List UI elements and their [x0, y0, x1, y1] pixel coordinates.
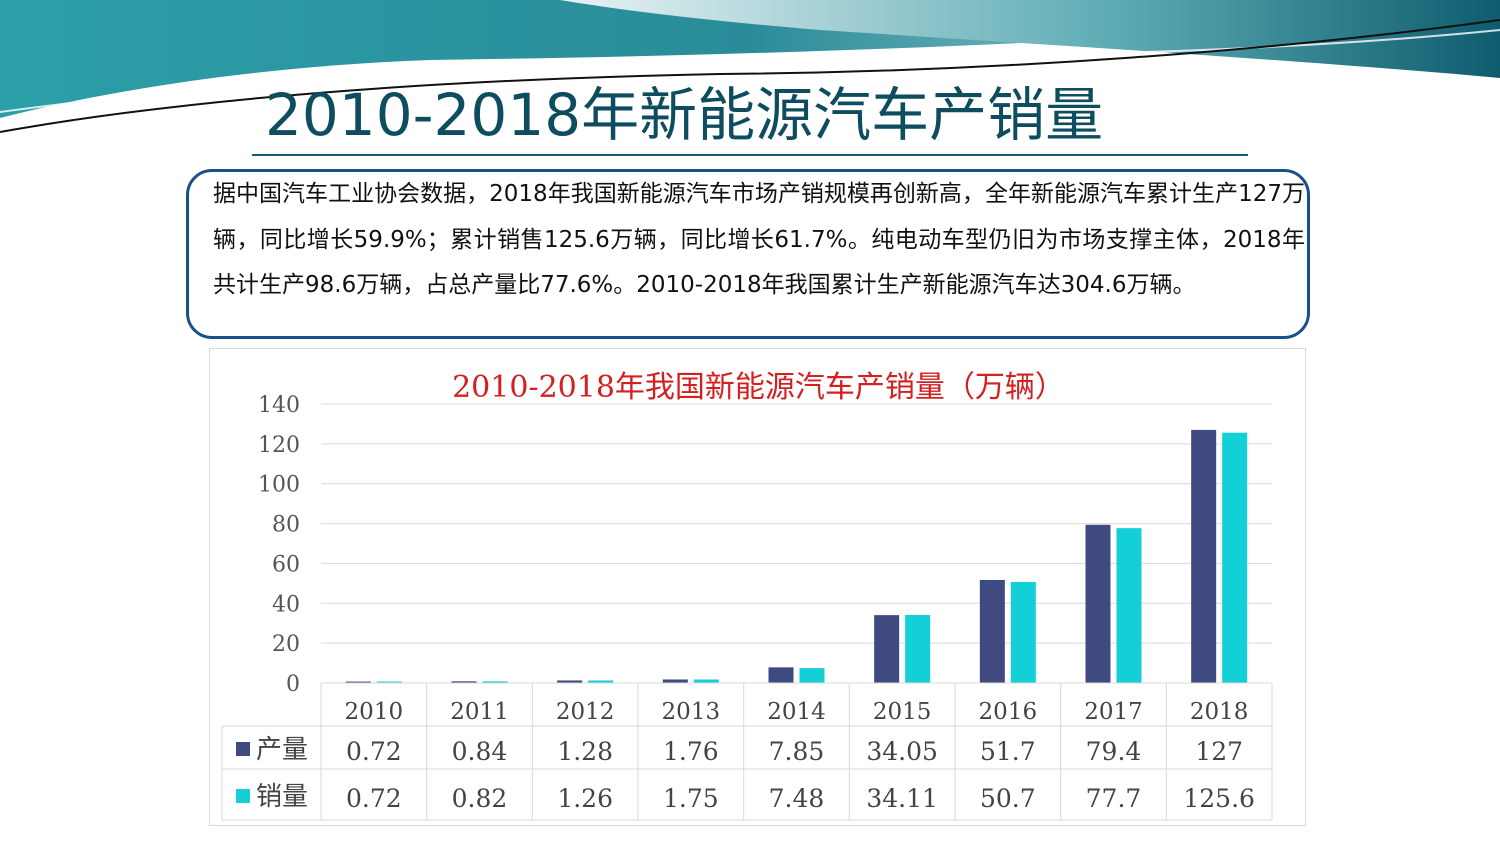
- data-label-销量-2015: 34.11: [866, 784, 938, 813]
- data-label-产量-2012: 1.28: [557, 737, 613, 766]
- description-text: 据中国汽车工业协会数据，2018年我国新能源汽车市场产销规模再创新高，全年新能源…: [213, 181, 1305, 298]
- y-tick-label: 0: [286, 672, 300, 697]
- data-label-产量-2017: 79.4: [1086, 737, 1142, 766]
- bar-产量-2015: [874, 615, 900, 683]
- data-label-销量-2014: 7.48: [769, 784, 825, 813]
- bar-销量-2018: [1222, 432, 1248, 683]
- description-box: [186, 169, 1310, 339]
- bar-产量-2016: [979, 579, 1005, 683]
- data-label-产量-2013: 1.76: [663, 737, 719, 766]
- bar-产量-2014: [768, 667, 794, 683]
- data-label-销量-2011: 0.82: [452, 784, 508, 813]
- bar-销量-2016: [1010, 581, 1036, 683]
- legend-swatch-产量: [236, 742, 250, 756]
- x-category-label: 2010: [345, 699, 404, 725]
- chart-frame: 2010-2018年我国新能源汽车产销量（万辆） 0 20 40 60 80 100 120 1…: [209, 348, 1306, 826]
- y-tick-label: 100: [258, 473, 300, 498]
- title-underline: [252, 154, 1248, 156]
- data-label-产量-2018: 127: [1195, 737, 1243, 766]
- bar-chart: 2010-2018年我国新能源汽车产销量（万辆） 0 20 40 60 80 100 120 1…: [221, 370, 1273, 821]
- data-label-销量-2012: 1.26: [557, 784, 613, 813]
- legend-label-销量: 销量: [256, 782, 308, 812]
- bar-产量-2013: [662, 679, 688, 683]
- y-tick-label: 40: [272, 592, 300, 617]
- x-category-label: 2016: [979, 699, 1038, 725]
- bar-产量-2012: [557, 680, 583, 683]
- bar-销量-2011: [482, 681, 508, 683]
- x-category-label: 2017: [1084, 699, 1143, 725]
- bar-销量-2010: [376, 681, 402, 683]
- bar-销量-2013: [693, 679, 719, 683]
- wave-line: [0, 19, 1500, 133]
- x-category-label: 2011: [450, 699, 509, 725]
- data-label-销量-2016: 50.7: [980, 784, 1036, 813]
- bar-产量-2011: [451, 681, 477, 683]
- data-label-产量-2015: 34.05: [866, 737, 938, 766]
- x-category-label: 2014: [767, 699, 826, 725]
- y-tick-label: 120: [258, 433, 300, 458]
- data-label-产量-2016: 51.7: [980, 737, 1036, 766]
- y-tick-label: 20: [272, 632, 300, 657]
- bar-销量-2012: [588, 680, 614, 683]
- bar-产量-2018: [1191, 429, 1217, 683]
- chart-title: 2010-2018年我国新能源汽车产销量（万辆）: [452, 370, 1065, 405]
- bar-销量-2017: [1116, 528, 1142, 683]
- legend-label-产量: 产量: [256, 735, 308, 765]
- data-label-产量-2014: 7.85: [769, 737, 825, 766]
- wave-right: [560, 0, 1500, 78]
- legend-swatch-销量: [236, 789, 250, 803]
- data-label-销量-2017: 77.7: [1086, 784, 1142, 813]
- x-category-label: 2018: [1190, 699, 1249, 725]
- bar-产量-2010: [345, 681, 371, 683]
- bar-销量-2015: [905, 615, 931, 683]
- data-label-产量-2011: 0.84: [452, 737, 508, 766]
- y-tick-label: 140: [258, 393, 300, 418]
- x-category-label: 2012: [556, 699, 615, 725]
- slide-title: 2010-2018年新能源汽车产销量: [265, 81, 1104, 149]
- data-label-产量-2010: 0.72: [346, 737, 402, 766]
- bar-销量-2014: [799, 668, 825, 683]
- data-label-销量-2010: 0.72: [346, 784, 402, 813]
- x-category-label: 2015: [873, 699, 932, 725]
- decorative-wave-header: [0, 0, 1500, 133]
- data-label-销量-2018: 125.6: [1183, 784, 1255, 813]
- y-tick-label: 60: [272, 552, 300, 577]
- data-label-销量-2013: 1.75: [663, 784, 719, 813]
- bar-产量-2017: [1085, 524, 1111, 683]
- y-tick-label: 80: [272, 513, 300, 538]
- x-category-label: 2013: [662, 699, 721, 725]
